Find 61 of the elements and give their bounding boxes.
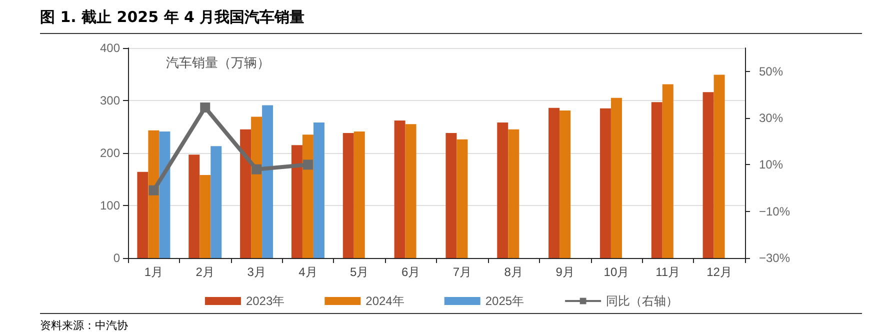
bar xyxy=(200,175,211,258)
bar xyxy=(210,146,222,258)
bar xyxy=(262,105,274,258)
x-tick-label: 6月 xyxy=(401,265,420,279)
x-tick-label: 10月 xyxy=(604,265,630,279)
bar xyxy=(548,108,560,258)
y2-tick-label: −10% xyxy=(759,204,790,218)
bar xyxy=(662,84,674,258)
chart-title: 图 1. 截止 2025 年 4 月我国汽车销量 xyxy=(40,8,862,34)
bar xyxy=(302,134,314,258)
text: 资料来源：中汽协 xyxy=(40,313,862,333)
bar xyxy=(137,172,148,258)
bar xyxy=(342,133,354,258)
x-tick-label: 4月 xyxy=(298,265,318,279)
legend-label: 2025年 xyxy=(485,294,524,308)
y2-tick-label: 30% xyxy=(759,111,784,125)
x-tick-label: 8月 xyxy=(504,265,523,279)
legend-label: 同比（右轴） xyxy=(606,294,678,308)
point xyxy=(302,160,313,170)
bar xyxy=(240,129,252,258)
bar xyxy=(188,154,200,258)
point xyxy=(252,164,262,174)
x-tick-label: 1月 xyxy=(144,265,164,279)
bar xyxy=(651,102,662,258)
x-tick-label: 7月 xyxy=(452,265,472,279)
bar xyxy=(291,145,302,258)
x-tick-label: 9月 xyxy=(556,265,574,279)
bar xyxy=(313,122,324,258)
bar xyxy=(251,116,262,258)
bar xyxy=(405,124,416,258)
x-tick-label: 5月 xyxy=(350,265,369,279)
legend-label: 2023年 xyxy=(246,294,285,308)
bar xyxy=(394,120,406,258)
x-tick-label: 3月 xyxy=(247,265,266,279)
bar xyxy=(148,130,160,258)
y2-tick-label: −30% xyxy=(759,251,790,265)
bar xyxy=(456,139,468,258)
y2-tick-label: 10% xyxy=(759,158,784,172)
bar xyxy=(508,129,520,258)
bar xyxy=(600,108,611,258)
x-tick-label: 12月 xyxy=(706,265,732,279)
point xyxy=(200,102,210,112)
bar xyxy=(354,131,365,258)
bar xyxy=(714,74,725,258)
y-tick-label: 200 xyxy=(100,146,120,160)
point xyxy=(148,185,159,196)
bar xyxy=(610,98,622,258)
y-tick-label: 300 xyxy=(100,94,120,108)
y-tick-label: 400 xyxy=(100,41,120,55)
y2-tick-label: 50% xyxy=(759,64,784,78)
x-tick-label: 2月 xyxy=(196,265,214,279)
y-tick-label: 0 xyxy=(113,251,120,265)
bar xyxy=(497,122,508,258)
bar xyxy=(702,92,714,258)
y-axis-title: 汽车销量（万辆） xyxy=(166,55,270,70)
bar xyxy=(446,133,457,258)
bar xyxy=(560,110,571,258)
bar xyxy=(159,131,170,258)
x-tick-label: 11月 xyxy=(656,265,680,279)
y-tick-label: 100 xyxy=(100,198,120,212)
legend-label: 2024年 xyxy=(366,294,404,308)
